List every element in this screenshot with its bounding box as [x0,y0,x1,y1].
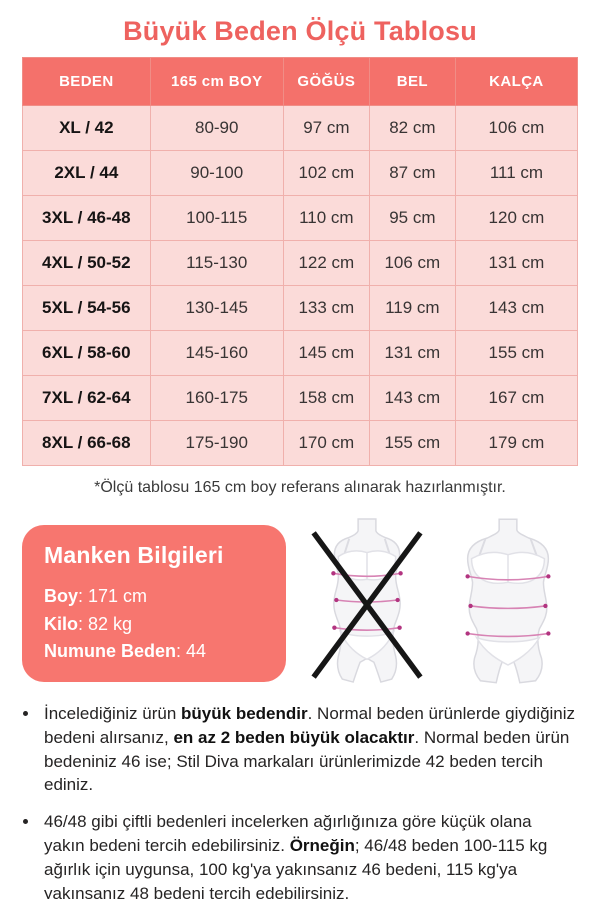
measurement-cell: 179 cm [454,420,579,466]
table-row: 6XL / 58-60 145-160 145 cm 131 cm 155 cm [22,330,579,376]
measurement-cell: 170 cm [282,420,370,466]
measurement-cell: 120 cm [454,195,579,241]
column-header: BEL [368,57,456,106]
measurement-cell: 155 cm [368,420,456,466]
plus-size-figure-icon [465,518,551,684]
measurement-cell: 158 cm [282,375,370,421]
model-info-title: Manken Bilgileri [44,541,224,568]
table-row: 4XL / 50-52 115-130 122 cm 106 cm 131 cm [22,240,579,286]
table-row: 8XL / 66-68 175-190 170 cm 155 cm 179 cm [22,420,579,466]
size-cell: 8XL / 66-68 [22,420,151,466]
measurement-cell: 122 cm [282,240,370,286]
measurement-cell: 145-160 [149,330,284,376]
note-item: İncelediğiniz ürün büyük bedendir. Norma… [40,702,576,797]
notes-list: İncelediğiniz ürün büyük bedendir. Norma… [40,702,576,899]
bust-waist-hip-measure-lines [465,574,551,638]
measurement-cell: 115-130 [149,240,284,286]
model-info-field: Kilo: 82 kg [44,613,133,634]
size-cell: 3XL / 46-48 [22,195,151,241]
measurement-cell: 100-115 [149,195,284,241]
model-info-field: Numune Beden: 44 [44,641,207,662]
correct-figure-illustration [444,517,572,690]
measurement-cell: 130-145 [149,285,284,331]
measurement-cell: 143 cm [368,375,456,421]
measurement-cell: 119 cm [368,285,456,331]
column-header: BEDEN [22,57,151,106]
model-section: Manken Bilgileri Boy: 171 cm Kilo: 82 kg N… [22,517,582,690]
measurement-cell: 155 cm [454,330,579,376]
size-cell: 5XL / 54-56 [22,285,151,331]
measurement-cell: 131 cm [454,240,579,286]
column-header: GÖĞÜS [282,57,370,106]
size-table-body: XL / 42 80-90 97 cm 82 cm 106 cm 2XL / 44 90-1… [22,105,579,466]
measurement-cell: 143 cm [454,285,579,331]
model-info-card: Manken Bilgileri Boy: 171 cm Kilo: 82 kg N… [22,524,286,683]
table-row: 5XL / 54-56 130-145 133 cm 119 cm 143 cm [22,285,579,331]
wrong-figure-illustration [306,517,428,690]
measurement-cell: 106 cm [368,240,456,286]
model-info-field: Boy: 171 cm [44,585,148,606]
x-cross-icon [311,531,423,679]
table-footnote: *Ölçü tablosu 165 cm boy referans alınar… [94,479,506,496]
size-table-header-row: BEDEN 165 cm BOY GÖĞÜS BEL KALÇA [22,57,579,106]
size-cell: 6XL / 58-60 [22,330,151,376]
size-cell: 2XL / 44 [22,150,151,196]
measurement-cell: 102 cm [282,150,370,196]
measurement-cell: 90-100 [149,150,284,196]
measurement-cell: 110 cm [282,195,370,241]
measurement-cell: 133 cm [282,285,370,331]
size-cell: XL / 42 [22,105,151,151]
model-info-fields: Boy: 171 cm Kilo: 82 kg Numune Beden: 44 [44,583,266,667]
table-row: XL / 42 80-90 97 cm 82 cm 106 cm [22,105,579,151]
measurement-cell: 167 cm [454,375,579,421]
measurement-cell: 80-90 [149,105,284,151]
size-table: BEDEN 165 cm BOY GÖĞÜS BEL KALÇA XL / 42 80-9… [22,57,579,466]
measurement-cell: 145 cm [282,330,370,376]
measurement-cell: 175-190 [149,420,284,466]
table-row: 2XL / 44 90-100 102 cm 87 cm 111 cm [22,150,579,196]
size-cell: 4XL / 50-52 [22,240,151,286]
measurement-cell: 87 cm [368,150,456,196]
table-row: 7XL / 62-64 160-175 158 cm 143 cm 167 cm [22,375,579,421]
page-title: Büyük Beden Ölçü Tablosu [123,16,477,46]
measurement-cell: 160-175 [149,375,284,421]
table-row: 3XL / 46-48 100-115 110 cm 95 cm 120 cm [22,195,579,241]
note-item: 46/48 gibi çiftli bedenleri incelerken a… [40,810,576,899]
measurement-cell: 131 cm [368,330,456,376]
slim-figure-icon [311,518,423,683]
measurement-cell: 111 cm [454,150,579,196]
bust-waist-hip-measure-lines [331,571,403,631]
column-header: KALÇA [454,57,579,106]
size-cell: 7XL / 62-64 [22,375,151,421]
measurement-cell: 106 cm [454,105,579,151]
measurement-cell: 95 cm [368,195,456,241]
figure-comparison [286,517,582,690]
measurement-cell: 82 cm [368,105,456,151]
measurement-cell: 97 cm [282,105,370,151]
column-header: 165 cm BOY [149,57,284,106]
